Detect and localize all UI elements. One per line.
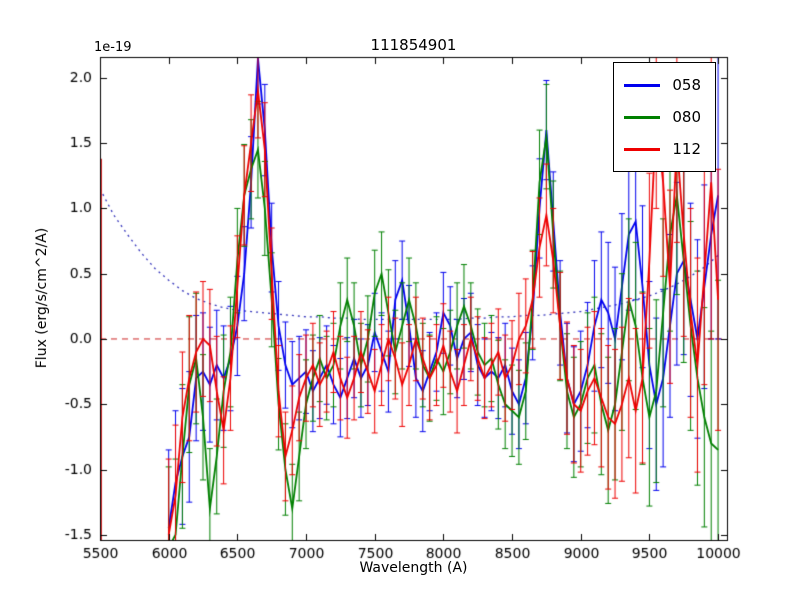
legend-item-058: 058 [624,69,701,101]
legend-line-058-swatch [624,83,661,87]
legend-item-112: 112 [624,133,701,165]
legend-item-080: 080 [624,101,701,133]
plot-title: 111854901 [370,36,457,54]
legend-label-112: 112 [672,140,701,158]
x-axis-label: Wavelength (A) [359,560,468,576]
legend-label-080: 080 [672,108,701,126]
y-axis-offset-text: 1e-19 [94,40,132,55]
y-axis-label: Flux (erg/s/cm^2/A) [34,227,50,369]
legend-line-080-swatch [624,115,661,119]
legend-label-058: 058 [672,76,701,94]
legend: 058 080 112 [613,62,716,172]
legend-line-112-swatch [624,147,661,151]
